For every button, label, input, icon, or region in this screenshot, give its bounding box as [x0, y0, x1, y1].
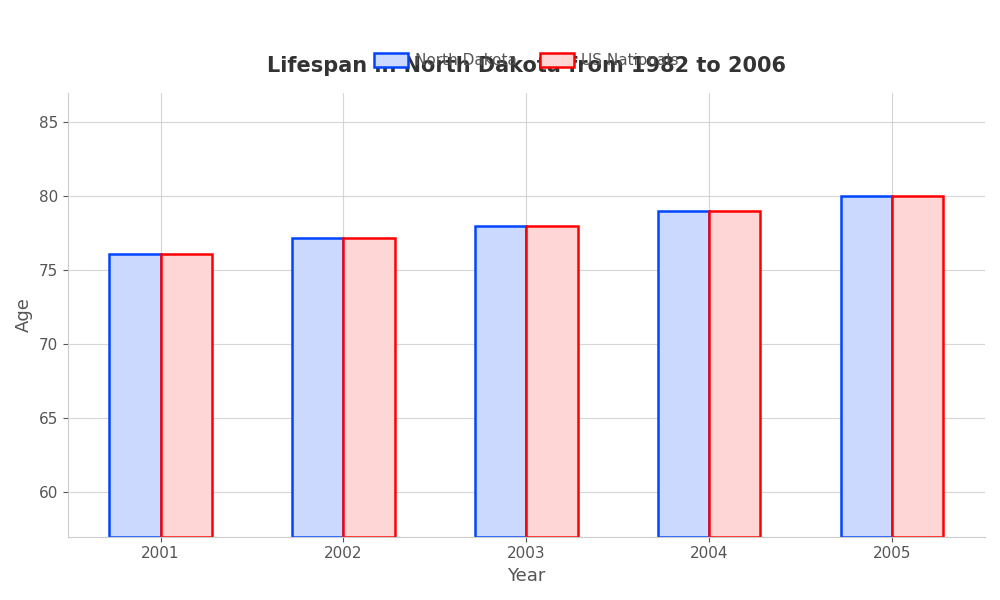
Bar [658, 211, 709, 537]
Bar [892, 196, 943, 537]
Bar [841, 196, 892, 537]
Bar [343, 238, 395, 537]
Bar [709, 211, 760, 537]
Y-axis label: Age: Age [15, 298, 33, 332]
X-axis label: Year: Year [507, 567, 546, 585]
Bar [161, 254, 212, 537]
Bar [292, 238, 343, 537]
Title: Lifespan in North Dakota from 1982 to 2006: Lifespan in North Dakota from 1982 to 20… [267, 56, 786, 76]
Legend: North Dakota, US Nationals: North Dakota, US Nationals [368, 47, 685, 74]
Bar [475, 226, 526, 537]
Bar [109, 254, 161, 537]
Bar [526, 226, 578, 537]
